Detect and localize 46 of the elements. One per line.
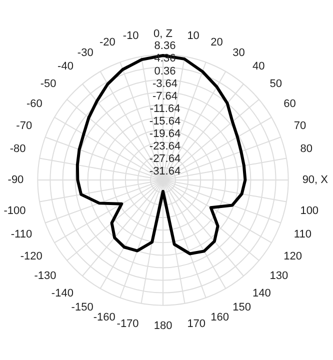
spoke-label: -80 (10, 143, 26, 156)
spoke-label: -30 (77, 46, 94, 59)
spoke-label: 70 (294, 120, 306, 132)
spoke-label: -140 (51, 287, 74, 300)
y-tick-label: 8.36 (154, 40, 176, 52)
spoke-label: -160 (93, 312, 116, 324)
spoke-label: -120 (20, 250, 42, 262)
spoke-label: -10 (122, 30, 139, 42)
spoke-label: -170 (116, 318, 139, 330)
spoke-label: -150 (71, 301, 94, 314)
spoke-label: 120 (284, 250, 302, 262)
spoke-label: -100 (4, 204, 26, 217)
spoke-label: -40 (58, 60, 74, 73)
y-tick-label: -11.64 (150, 102, 180, 115)
spoke-label: 30 (232, 46, 245, 59)
spoke-label: 140 (252, 287, 271, 300)
y-tick-label: -15.64 (149, 115, 181, 128)
y-tick-label: -31.64 (149, 166, 181, 178)
spoke-label: 100 (300, 204, 319, 217)
spoke-label: -20 (99, 36, 116, 49)
y-tick-label: -23.64 (149, 140, 181, 152)
spoke-label: 20 (210, 36, 223, 49)
spoke-label: 130 (270, 270, 288, 282)
spoke-label: 80 (300, 143, 312, 156)
spoke-label: 180 (154, 320, 172, 332)
y-tick-label: -19.64 (149, 128, 181, 140)
y-tick-label: -3.64 (152, 78, 178, 90)
y-tick-label: -27.64 (149, 153, 181, 165)
spoke-label: 150 (232, 301, 252, 314)
spoke-label: 40 (252, 60, 265, 73)
spoke-label: 90, X (302, 174, 329, 186)
spoke-label: -130 (34, 270, 56, 282)
spoke-label: -50 (40, 78, 56, 90)
spoke-label: -60 (26, 98, 42, 110)
spoke-label: 60 (284, 98, 296, 110)
spoke-label: 170 (187, 318, 206, 330)
spoke-label: 0, Z (154, 28, 173, 40)
spoke-label: -110 (10, 228, 32, 240)
spoke-label: -70 (16, 120, 32, 132)
y-tick-label: -7.64 (152, 90, 178, 102)
spoke-label: 160 (210, 312, 230, 324)
spoke-label: 110 (294, 228, 312, 240)
spoke-label: -90 (8, 174, 24, 186)
spoke-label: 50 (270, 78, 282, 90)
spoke-label: 10 (187, 30, 200, 42)
y-tick-label: 0.36 (154, 65, 176, 78)
